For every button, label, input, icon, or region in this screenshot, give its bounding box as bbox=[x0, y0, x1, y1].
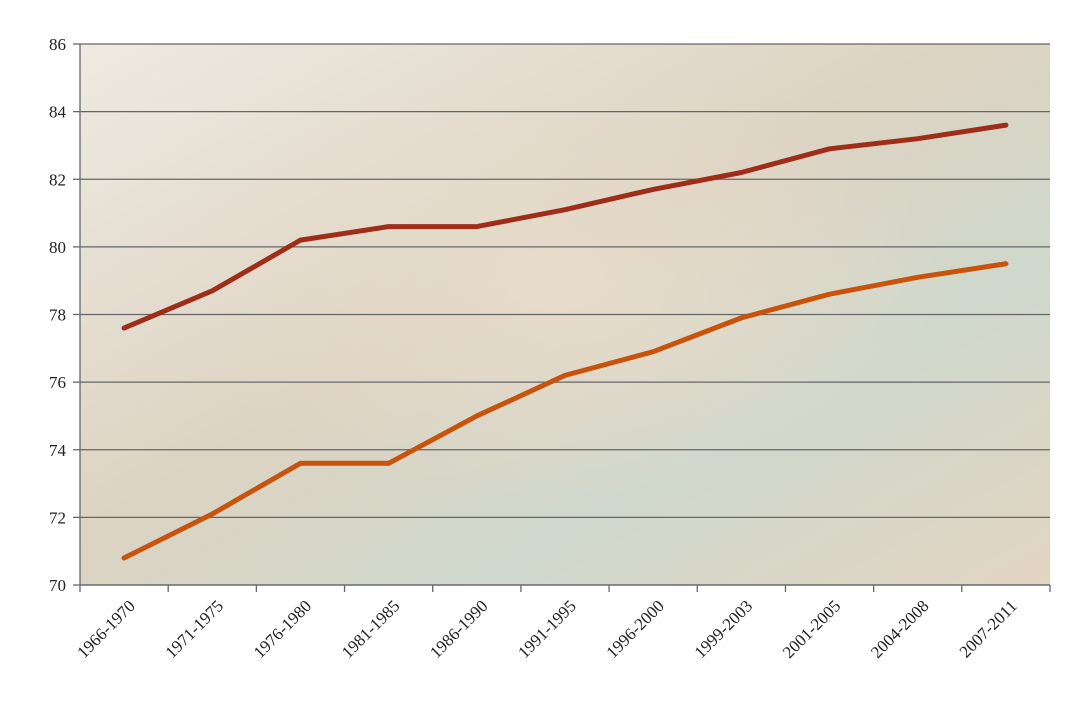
x-tick-label: 1986-1990 bbox=[426, 596, 492, 662]
y-tick-label: 82 bbox=[49, 170, 66, 189]
y-tick-label: 74 bbox=[49, 441, 67, 460]
x-tick-label: 1971-1975 bbox=[162, 596, 228, 662]
y-tick-label: 80 bbox=[49, 238, 66, 257]
x-tick-label: 1981-1985 bbox=[338, 596, 404, 662]
x-tick-label: 1976-1980 bbox=[250, 596, 316, 662]
x-tick-label: 1991-1995 bbox=[514, 596, 580, 662]
x-tick-label: 1996-2000 bbox=[602, 596, 668, 662]
y-tick-label: 70 bbox=[49, 576, 66, 595]
series-line bbox=[121, 122, 1009, 331]
x-tick-label: 2007-2011 bbox=[956, 596, 1021, 661]
y-tick-label: 84 bbox=[49, 103, 67, 122]
y-tick-label: 76 bbox=[49, 373, 66, 392]
x-tick-label: 1966-1970 bbox=[73, 596, 139, 662]
x-tick-label: 1999-2003 bbox=[691, 596, 757, 662]
y-tick-label: 72 bbox=[49, 508, 66, 527]
y-tick-label: 86 bbox=[49, 35, 66, 54]
series-line bbox=[121, 261, 1009, 561]
x-tick-label: 2004-2008 bbox=[867, 596, 933, 662]
y-tick-label: 78 bbox=[49, 306, 66, 325]
x-tick-label: 2001-2005 bbox=[779, 596, 845, 662]
